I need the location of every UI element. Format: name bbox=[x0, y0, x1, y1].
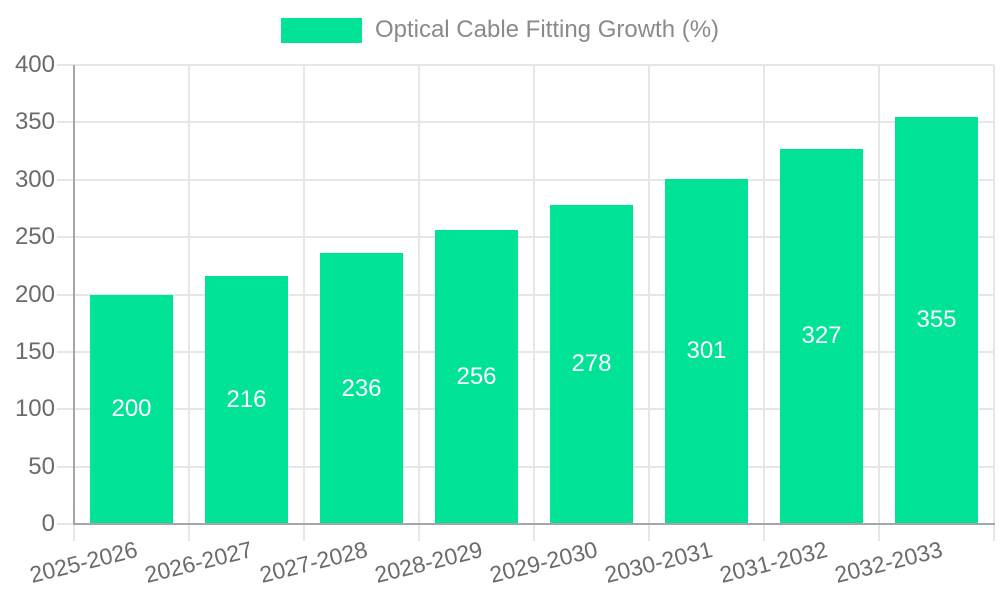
y-tick-label: 400 bbox=[14, 51, 55, 78]
bar-value-label: 355 bbox=[916, 306, 957, 334]
bar[interactable] bbox=[435, 230, 518, 524]
v-gridline bbox=[303, 65, 305, 541]
h-gridline bbox=[57, 408, 994, 411]
bar[interactable] bbox=[550, 204, 633, 524]
x-tick-label: 2025-2026 bbox=[26, 536, 140, 588]
y-tick-label: 250 bbox=[14, 223, 55, 251]
bar-value-label: 301 bbox=[686, 337, 727, 365]
y-tick-label: 200 bbox=[14, 280, 55, 308]
bar-value-label: 200 bbox=[111, 395, 152, 423]
bar[interactable] bbox=[90, 294, 173, 524]
x-tick-label: 2027-2028 bbox=[256, 536, 370, 588]
y-tick-label: 100 bbox=[14, 395, 55, 423]
v-gridline bbox=[878, 65, 880, 541]
h-gridline bbox=[57, 64, 994, 66]
x-axis-line bbox=[73, 523, 995, 525]
bar[interactable] bbox=[320, 253, 403, 524]
bar[interactable] bbox=[895, 116, 978, 524]
bar[interactable] bbox=[665, 178, 748, 524]
y-tick-label: 0 bbox=[41, 510, 55, 537]
v-gridline bbox=[993, 65, 995, 541]
legend-swatch bbox=[280, 17, 362, 43]
x-tick-label: 2028-2029 bbox=[371, 536, 485, 588]
v-gridline bbox=[533, 65, 535, 541]
v-gridline bbox=[763, 65, 765, 541]
bar-value-label: 278 bbox=[571, 350, 612, 378]
v-gridline bbox=[188, 65, 190, 541]
x-tick-label: 2026-2027 bbox=[141, 536, 255, 588]
h-gridline bbox=[57, 465, 994, 468]
bar-value-label: 327 bbox=[801, 322, 842, 350]
x-tick-label: 2032-2033 bbox=[831, 536, 945, 588]
bar-value-label: 216 bbox=[226, 386, 267, 414]
x-tick-label: 2031-2032 bbox=[716, 536, 830, 588]
h-gridline bbox=[57, 178, 994, 181]
y-tick-label: 150 bbox=[14, 337, 55, 365]
h-gridline bbox=[57, 236, 994, 239]
bar[interactable] bbox=[780, 148, 863, 524]
bar-value-label: 256 bbox=[456, 363, 497, 391]
y-tick-label: 50 bbox=[28, 452, 55, 480]
legend-item[interactable]: Optical Cable Fitting Growth (%) bbox=[0, 16, 1000, 44]
h-gridline bbox=[57, 293, 994, 296]
y-tick-label: 300 bbox=[14, 165, 55, 193]
v-gridline bbox=[418, 65, 420, 541]
y-tick-label: 350 bbox=[14, 108, 55, 136]
x-tick-label: 2029-2030 bbox=[486, 536, 600, 588]
y-axis-line bbox=[73, 65, 75, 524]
h-gridline bbox=[57, 350, 994, 353]
bar[interactable] bbox=[205, 276, 288, 524]
v-gridline bbox=[648, 65, 650, 541]
bar-value-label: 236 bbox=[341, 374, 382, 402]
x-tick-label: 2030-2031 bbox=[601, 536, 715, 588]
legend-label: Optical Cable Fitting Growth (%) bbox=[374, 16, 720, 43]
h-gridline bbox=[57, 121, 994, 124]
